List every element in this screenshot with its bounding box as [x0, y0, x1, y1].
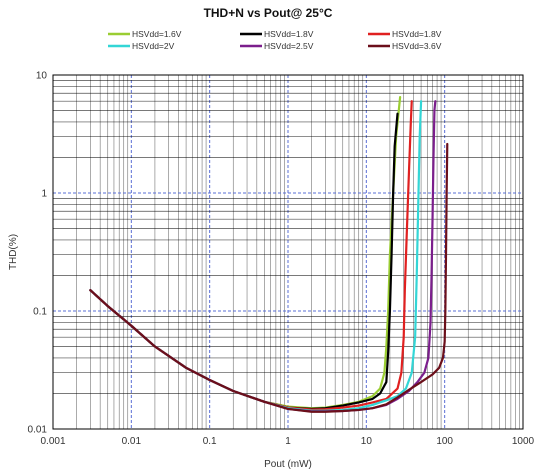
legend-label: HSVdd=1.8V — [264, 29, 314, 39]
x-tick-label: 10 — [361, 436, 373, 447]
y-axis-title: THD(%) — [8, 234, 19, 270]
legend-label: HSVdd=3.6V — [392, 41, 442, 51]
gridlines — [52, 74, 524, 430]
y-tick-label: 1 — [41, 189, 47, 200]
plot-area — [52, 74, 524, 430]
x-tick-label: 0.1 — [203, 436, 217, 447]
legend: HSVdd=1.6V HSVdd=1.8V HSVdd=1.8V HSVdd=2V HS… — [108, 29, 442, 51]
legend-label: HSVdd=1.8V — [392, 29, 442, 39]
y-tick-label: 0.1 — [33, 307, 47, 318]
legend-label: HSVdd=1.6V — [132, 29, 182, 39]
x-tick-label: 0.01 — [122, 436, 142, 447]
x-tick-label: 100 — [436, 436, 453, 447]
plot-frame — [52, 74, 524, 430]
legend-label: HSVdd=2V — [132, 41, 175, 51]
y-tick-labels: 0.01 0.1 1 10 — [28, 71, 48, 436]
x-tick-label: 1 — [285, 436, 291, 447]
chart-title: THD+N vs Pout@ 25°C — [204, 6, 333, 20]
series-lines — [89, 95, 449, 413]
y-tick-label: 0.01 — [28, 425, 48, 436]
x-axis-title: Pout (mW) — [264, 459, 312, 470]
legend-label: HSVdd=2.5V — [264, 41, 314, 51]
x-tick-label: 0.001 — [40, 436, 65, 447]
y-tick-label: 10 — [36, 71, 48, 82]
x-tick-label: 1000 — [512, 436, 534, 447]
x-tick-labels: 0.001 0.01 0.1 1 10 100 1000 — [40, 436, 534, 447]
series-line-6 — [89, 142, 449, 413]
